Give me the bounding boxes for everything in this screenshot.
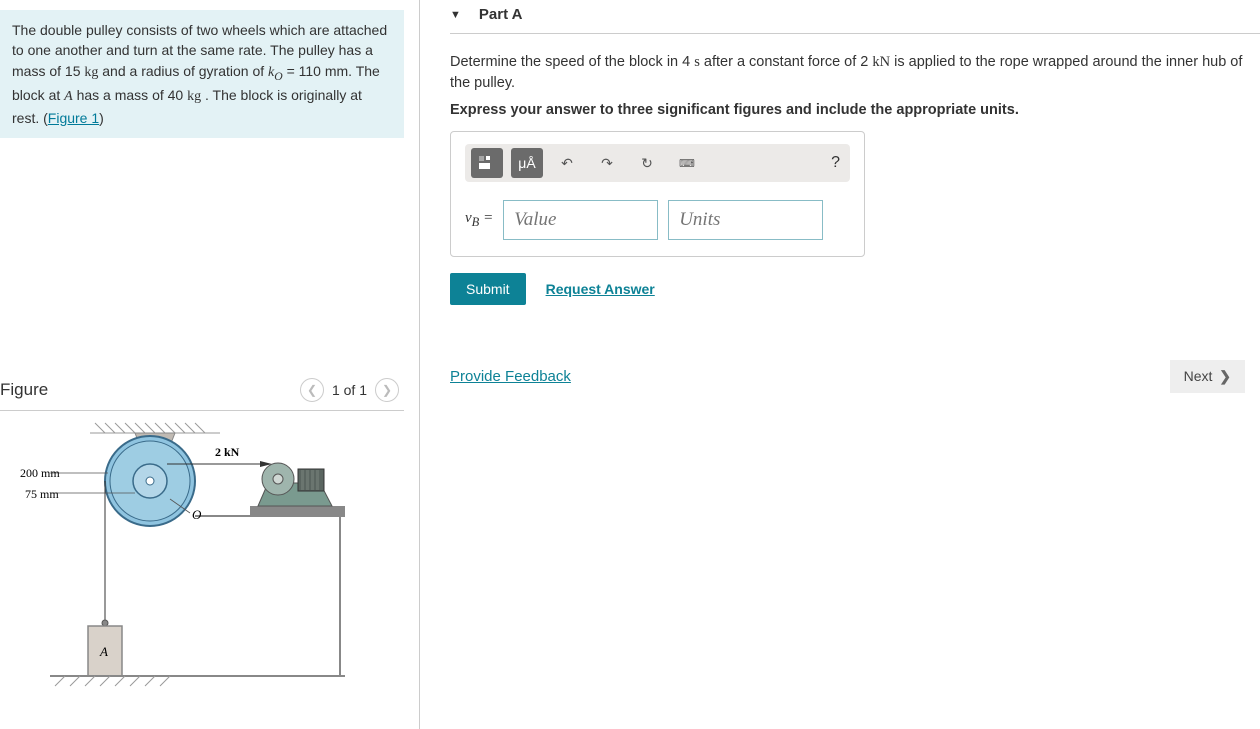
instr-2: after a constant force of 2 bbox=[704, 54, 872, 70]
keyboard-icon: ⌨ bbox=[679, 157, 695, 170]
motor-icon bbox=[250, 463, 345, 516]
provide-feedback-link[interactable]: Provide Feedback bbox=[450, 368, 571, 385]
figure-diagram: 2 kN bbox=[20, 421, 370, 701]
figure-area: 2 kN bbox=[0, 411, 404, 711]
templates-icon bbox=[478, 155, 496, 171]
problem-text-2: and a radius of gyration of bbox=[102, 63, 268, 79]
mu-angstrom-label: μÅ bbox=[518, 155, 535, 171]
variable-label: vB = bbox=[465, 210, 493, 230]
right-panel: ▼ Part A Determine the speed of the bloc… bbox=[420, 0, 1260, 729]
undo-button[interactable]: ↶ bbox=[551, 148, 583, 178]
templates-button[interactable] bbox=[471, 148, 503, 178]
figure-header: Figure ❮ 1 of 1 ❯ bbox=[0, 378, 404, 411]
part-a-title: Part A bbox=[479, 6, 523, 23]
request-answer-link[interactable]: Request Answer bbox=[546, 281, 655, 297]
block-label: A bbox=[99, 644, 108, 659]
figure-next-button[interactable]: ❯ bbox=[375, 378, 399, 402]
instructions: Determine the speed of the block in 4 s … bbox=[450, 52, 1260, 121]
instr-1: Determine the speed of the block in 4 bbox=[450, 54, 694, 70]
force-label: 2 kN bbox=[215, 445, 240, 459]
reset-button[interactable]: ↻ bbox=[631, 148, 663, 178]
answer-toolbar: μÅ ↶ ↷ ↻ ⌨ ? bbox=[465, 144, 850, 182]
symbols-button[interactable]: μÅ bbox=[511, 148, 543, 178]
unit-kg-2: kg bbox=[187, 89, 201, 104]
origin-label: O bbox=[192, 507, 202, 522]
keyboard-button[interactable]: ⌨ bbox=[671, 148, 703, 178]
collapse-caret-icon: ▼ bbox=[450, 9, 461, 21]
actions-row: Submit Request Answer bbox=[450, 273, 1260, 305]
problem-text-6: ) bbox=[99, 110, 104, 126]
var-k-sub: O bbox=[274, 69, 282, 82]
value-input[interactable] bbox=[503, 200, 658, 240]
redo-icon: ↷ bbox=[601, 155, 613, 172]
input-row: vB = bbox=[465, 200, 850, 240]
r-inner-label: 75 mm bbox=[25, 487, 59, 501]
instr-bold: Express your answer to three significant… bbox=[450, 100, 1260, 121]
figure-nav: ❮ 1 of 1 ❯ bbox=[300, 378, 399, 402]
figure-link[interactable]: Figure 1 bbox=[48, 110, 99, 126]
var-v: v bbox=[465, 210, 472, 226]
var-A: A bbox=[64, 89, 73, 104]
next-label: Next bbox=[1184, 368, 1213, 384]
chevron-right-icon: ❯ bbox=[1215, 368, 1231, 384]
help-icon: ? bbox=[831, 154, 840, 171]
r-outer-label: 200 mm bbox=[20, 466, 60, 480]
problem-statement: The double pulley consists of two wheels… bbox=[0, 10, 404, 138]
instr-unit-s: s bbox=[694, 54, 700, 70]
problem-text-4: has a mass of 40 bbox=[77, 87, 188, 103]
figure-count: 1 of 1 bbox=[332, 382, 367, 398]
equals: = bbox=[479, 210, 493, 226]
redo-button[interactable]: ↷ bbox=[591, 148, 623, 178]
figure-prev-button[interactable]: ❮ bbox=[300, 378, 324, 402]
unit-kg-1: kg bbox=[84, 65, 98, 80]
footer-row: Provide Feedback Next ❯ bbox=[450, 360, 1260, 393]
undo-icon: ↶ bbox=[561, 155, 573, 172]
units-input[interactable] bbox=[668, 200, 823, 240]
figure-title: Figure bbox=[0, 380, 48, 400]
help-button[interactable]: ? bbox=[831, 154, 844, 172]
instr-unit-kn: kN bbox=[872, 54, 890, 70]
answer-block: μÅ ↶ ↷ ↻ ⌨ ? vB = bbox=[450, 131, 865, 257]
reset-icon: ↻ bbox=[641, 155, 653, 172]
part-a-header[interactable]: ▼ Part A bbox=[450, 0, 1260, 34]
left-panel: The double pulley consists of two wheels… bbox=[0, 0, 420, 729]
submit-button[interactable]: Submit bbox=[450, 273, 526, 305]
next-button[interactable]: Next ❯ bbox=[1170, 360, 1245, 393]
